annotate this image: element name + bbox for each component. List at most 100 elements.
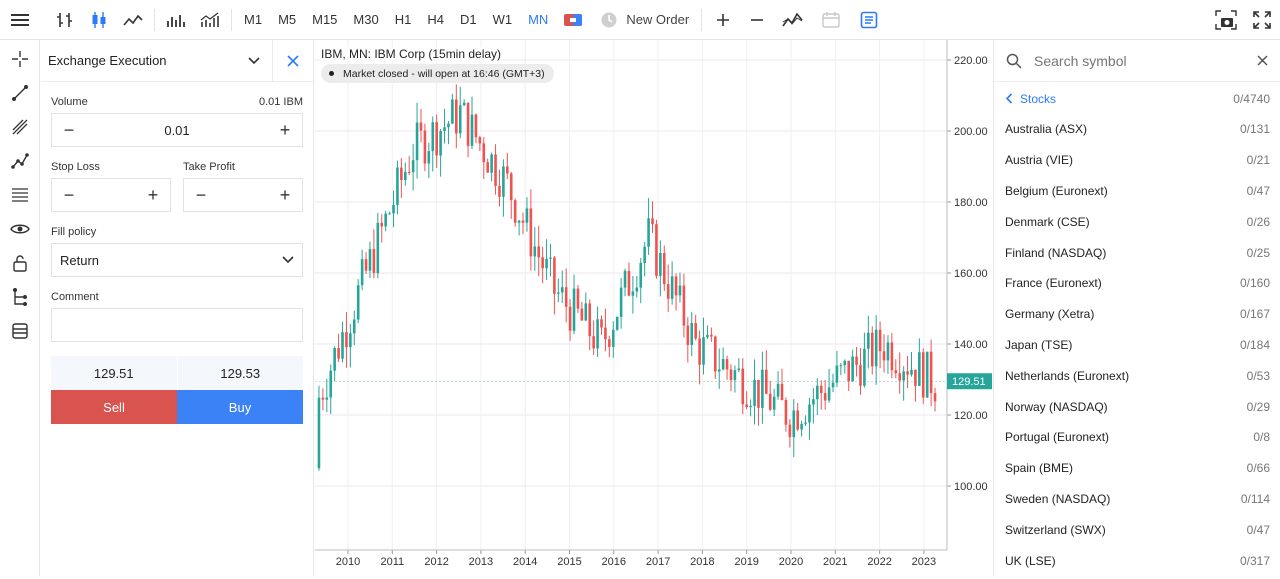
candle-body xyxy=(710,334,713,337)
take-profit-increase-button[interactable]: + xyxy=(279,184,291,205)
indicators-icon[interactable] xyxy=(193,0,227,40)
candle-body xyxy=(870,332,874,367)
symbol-group-item[interactable]: Spain (BME) 0/66 xyxy=(994,453,1280,484)
candle-body xyxy=(392,204,395,214)
timeframe-m15[interactable]: M15 xyxy=(312,12,338,27)
volumes-icon[interactable] xyxy=(159,0,193,40)
symbol-group-item[interactable]: Finland (NASDAQ) 0/25 xyxy=(994,237,1280,268)
symbol-group-item[interactable]: Belgium (Euronext) 0/47 xyxy=(994,176,1280,207)
layers-icon[interactable] xyxy=(0,314,40,348)
candle-body xyxy=(678,285,682,296)
x-axis-tick-label: 2013 xyxy=(469,556,493,568)
candle-body xyxy=(721,359,725,370)
candle-body xyxy=(486,162,489,173)
sell-button[interactable]: Sell xyxy=(51,390,177,424)
indicator-line-icon[interactable] xyxy=(774,0,812,40)
candle-body xyxy=(631,291,635,296)
candle-body xyxy=(666,284,670,299)
take-profit-decrease-button[interactable]: − xyxy=(195,184,207,205)
symbol-group-item[interactable]: Japan (TSE) 0/184 xyxy=(994,330,1280,361)
category-row[interactable]: Stocks 0/4740 xyxy=(994,83,1280,114)
symbol-group-item[interactable]: Austria (VIE) 0/21 xyxy=(994,145,1280,176)
fill-policy-select[interactable]: Return xyxy=(51,243,303,277)
symbol-group-item[interactable]: Denmark (CSE) 0/26 xyxy=(994,206,1280,237)
symbol-group-item[interactable]: Portugal (Euronext) 0/8 xyxy=(994,422,1280,453)
candle-body xyxy=(364,259,368,271)
symbol-group-count: 0/53 xyxy=(1246,368,1270,383)
comment-input[interactable] xyxy=(51,308,303,342)
symbol-group-item[interactable]: France (Euronext) 0/160 xyxy=(994,268,1280,299)
screenshot-icon[interactable] xyxy=(1208,0,1244,40)
candle-body xyxy=(502,166,505,197)
volume-decrease-button[interactable]: − xyxy=(63,119,75,140)
candle-body xyxy=(403,171,407,181)
eye-icon[interactable] xyxy=(0,212,40,246)
timeframe-w1[interactable]: W1 xyxy=(492,12,513,27)
trendline-icon[interactable] xyxy=(0,76,40,110)
take-profit-stepper: − + xyxy=(183,178,303,212)
price-chart[interactable]: 220.00 200.00 180.00 160.00 140.00 120.00 100.… xyxy=(315,40,992,576)
candle-body xyxy=(925,351,929,398)
symbol-group-item[interactable]: Norway (NASDAQ) 0/29 xyxy=(994,391,1280,422)
channel-icon[interactable] xyxy=(0,110,40,144)
candle-body xyxy=(407,171,411,173)
lock-icon[interactable] xyxy=(0,246,40,280)
symbol-group-count: 0/317 xyxy=(1239,553,1270,568)
symbol-group-item[interactable]: Australia (ASX) 0/131 xyxy=(994,114,1280,145)
symbol-search-input[interactable] xyxy=(1034,52,1244,69)
menu-icon[interactable] xyxy=(0,0,40,40)
take-profit-label: Take Profit xyxy=(183,161,235,173)
symbol-group-item[interactable]: Switzerland (SWX) 0/47 xyxy=(994,514,1280,545)
candle-body xyxy=(878,329,882,352)
line-chart-type-icon[interactable] xyxy=(116,0,150,40)
volume-input[interactable]: 0.01 xyxy=(164,122,190,138)
volume-increase-button[interactable]: + xyxy=(279,119,291,140)
timeframe-mn[interactable]: MN xyxy=(528,12,549,27)
new-order-button[interactable]: New Order xyxy=(590,0,697,40)
chevron-down-icon[interactable] xyxy=(236,56,272,65)
close-panel-icon[interactable] xyxy=(273,54,313,67)
drawing-toolbar xyxy=(0,40,40,576)
calendar-icon[interactable] xyxy=(812,0,850,40)
timeframe-h4[interactable]: H4 xyxy=(427,12,444,27)
timeframe-h1[interactable]: H1 xyxy=(394,12,412,27)
symbol-group-item[interactable]: Germany (Xetra) 0/167 xyxy=(994,299,1280,330)
symbol-group-name: Finland (NASDAQ) xyxy=(1005,245,1107,260)
timeframe-m5[interactable]: M5 xyxy=(278,12,297,27)
symbol-group-item[interactable]: Netherlands (Euronext) 0/53 xyxy=(994,360,1280,391)
candle-body xyxy=(596,319,599,349)
symbols-panel: Stocks 0/4740 Australia (ASX) 0/131 Austri… xyxy=(993,40,1280,576)
objects-tree-icon[interactable] xyxy=(0,280,40,314)
execution-type-select[interactable]: Exchange Execution xyxy=(48,53,167,68)
clear-search-icon[interactable] xyxy=(1244,55,1280,66)
crosshair-icon[interactable] xyxy=(0,42,40,76)
candle-body xyxy=(765,369,768,394)
timeframe-d1[interactable]: D1 xyxy=(459,12,477,27)
timeframe-m1[interactable]: M1 xyxy=(244,12,263,27)
candle-body xyxy=(749,405,752,408)
symbol-group-item[interactable]: Sweden (NASDAQ) 0/114 xyxy=(994,484,1280,515)
history-document-icon[interactable] xyxy=(850,0,888,40)
zoom-out-icon[interactable] xyxy=(740,0,774,40)
candlestick-chart-type-icon[interactable] xyxy=(82,0,116,40)
fibonacci-icon[interactable] xyxy=(0,178,40,212)
zoom-in-icon[interactable] xyxy=(706,0,740,40)
candle-body xyxy=(780,383,784,401)
bar-chart-type-icon[interactable] xyxy=(48,0,82,40)
candle-body xyxy=(611,329,615,347)
candle-body xyxy=(549,257,552,259)
order-panel: Exchange Execution Volume 0.01 IBM − 0.0… xyxy=(41,39,314,576)
stop-loss-decrease-button[interactable]: − xyxy=(63,184,75,205)
polyline-icon[interactable] xyxy=(0,144,40,178)
chart-canvas[interactable]: 220.00 200.00 180.00 160.00 140.00 120.00 100.… xyxy=(315,40,992,576)
symbol-group-name: UK (LSE) xyxy=(1005,553,1056,568)
volume-label: Volume xyxy=(51,96,88,108)
buy-button[interactable]: Buy xyxy=(177,390,303,424)
one-click-trading-icon[interactable] xyxy=(556,0,590,40)
timeframe-m30[interactable]: M30 xyxy=(353,12,379,27)
y-axis-tick-label: 140.00 xyxy=(954,339,988,351)
fullscreen-icon[interactable] xyxy=(1244,0,1280,40)
symbol-group-item[interactable]: UK (LSE) 0/317 xyxy=(994,545,1280,576)
stop-loss-increase-button[interactable]: + xyxy=(147,184,159,205)
candle-body xyxy=(827,387,831,401)
